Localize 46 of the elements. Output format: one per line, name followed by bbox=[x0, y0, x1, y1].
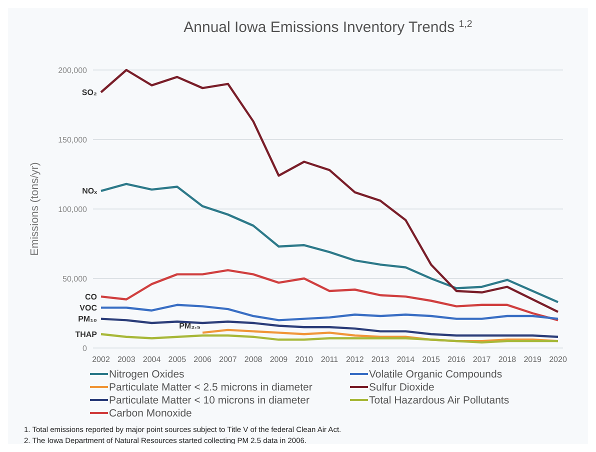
line-series bbox=[100, 318, 560, 338]
line-series bbox=[100, 68, 560, 313]
y-tick-label: 150,000 bbox=[58, 135, 88, 144]
legend-label: Particulate Matter < 2.5 microns in diameter bbox=[109, 382, 313, 394]
x-tick-label: 2010 bbox=[295, 355, 314, 364]
x-tick-label: 2019 bbox=[524, 355, 542, 364]
x-tick-label: 2008 bbox=[244, 355, 263, 364]
x-tick-label: 2015 bbox=[422, 355, 441, 364]
line-series bbox=[100, 182, 560, 304]
annotation: PM₂.₅ bbox=[179, 322, 201, 331]
x-tick-label: 2014 bbox=[396, 355, 416, 364]
y-tick-label: 50,000 bbox=[62, 274, 88, 284]
x-tick-label: 2018 bbox=[498, 355, 517, 364]
y-tick-label: 200,000 bbox=[58, 66, 88, 75]
legend-label: Sulfur Dioxide bbox=[369, 382, 435, 394]
y-axis-title: Emissions (tons/yr) bbox=[29, 162, 41, 256]
annotation: CO bbox=[85, 292, 97, 302]
legend-label: Carbon Monoxide bbox=[109, 408, 192, 420]
annotation: SO₂ bbox=[82, 88, 98, 98]
legend-label: Nitrogen Oxides bbox=[109, 368, 184, 381]
x-tick-label: 2020 bbox=[549, 355, 568, 364]
x-tick-label: 2006 bbox=[194, 355, 212, 364]
x-tick-label: 2012 bbox=[346, 355, 364, 364]
legend-label: Volatile Organic Compounds bbox=[369, 368, 502, 381]
chart-title: Annual Iowa Emissions Inventory Trends $^{1,2}$ bbox=[184, 18, 472, 36]
line-series bbox=[100, 269, 560, 322]
line-series bbox=[100, 333, 560, 344]
y-tick-label: 0 bbox=[82, 344, 88, 353]
annotation: PM₁₀ bbox=[78, 314, 98, 324]
x-tick-label: 2009 bbox=[270, 355, 288, 364]
x-tick-label: 2017 bbox=[472, 355, 492, 364]
x-tick-label: 2016 bbox=[448, 355, 466, 364]
annotation: VOC bbox=[80, 303, 98, 312]
annotation: THAP bbox=[75, 330, 98, 339]
x-tick-label: 2011 bbox=[320, 355, 339, 364]
x-tick-label: 2013 bbox=[371, 355, 390, 364]
x-tick-label: 2007 bbox=[219, 355, 238, 364]
y-tick-label: 100,000 bbox=[58, 204, 88, 214]
x-tick-label: 2005 bbox=[168, 355, 187, 364]
legend-label: Total Hazardous Air Pollutants bbox=[369, 394, 510, 407]
x-tick-label: 2002 bbox=[92, 355, 110, 364]
legend-label: Particulate Matter < 10 microns in diameter bbox=[109, 394, 310, 407]
annotation: NOₓ bbox=[82, 186, 98, 196]
x-tick-label: 2003 bbox=[117, 355, 136, 364]
line-series bbox=[100, 304, 560, 322]
x-tick-label: 2004 bbox=[142, 355, 162, 364]
